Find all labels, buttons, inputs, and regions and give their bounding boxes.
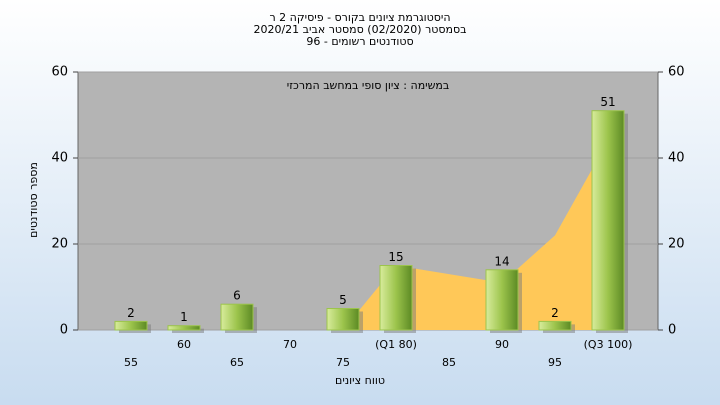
x-tick-label: (Q3 100)	[584, 338, 633, 351]
y2-tick-label: 0	[668, 323, 676, 338]
bar	[220, 303, 254, 331]
chart-title: בסמסטר (02/2020) סמסטר אביב 2020/21	[253, 23, 466, 36]
data-label: 5	[339, 293, 347, 307]
x-tick-label: 55	[124, 356, 138, 369]
x-tick-label: 85	[442, 356, 456, 369]
data-label: 14	[494, 254, 509, 268]
data-label: 15	[388, 250, 403, 264]
bar-shadow	[172, 328, 204, 333]
x-tick-label: 75	[336, 356, 350, 369]
bar	[167, 325, 201, 331]
chart-title: היסטוגרמת ציונים בקורס - פיסיקה 2 ר	[269, 11, 450, 24]
bar	[114, 320, 148, 331]
y-tick-label: 0	[60, 323, 68, 338]
bar	[591, 110, 625, 331]
bar	[538, 320, 572, 331]
bar	[485, 269, 519, 331]
y2-tick-label: 60	[668, 65, 685, 80]
x-axis-label: טווח ציונים	[335, 374, 385, 387]
data-label: 6	[233, 289, 241, 303]
x-tick-label: 90	[495, 338, 509, 351]
y-axis-label: מספר סטודנטים	[27, 162, 40, 238]
y2-tick-label: 40	[668, 151, 685, 166]
y-tick-label: 60	[51, 65, 68, 80]
chart-title: סטודנטים רשומים - 96	[306, 35, 413, 48]
data-label: 2	[127, 306, 135, 320]
x-tick-label: 95	[548, 356, 562, 369]
y2-tick-label: 20	[668, 237, 685, 252]
x-tick-label: 70	[283, 338, 297, 351]
x-tick-label: 65	[230, 356, 244, 369]
x-tick-label: (Q1 80)	[375, 338, 417, 351]
annotation: במשימה : ציון סופי במחשב המרכזי	[287, 79, 450, 92]
data-label: 51	[600, 95, 615, 109]
y-tick-label: 40	[51, 151, 68, 166]
data-label: 1	[180, 310, 188, 324]
bar	[326, 308, 360, 331]
data-label: 2	[551, 306, 559, 320]
x-tick-label: 60	[177, 338, 191, 351]
bar	[379, 265, 413, 331]
y-tick-label: 20	[51, 237, 68, 252]
